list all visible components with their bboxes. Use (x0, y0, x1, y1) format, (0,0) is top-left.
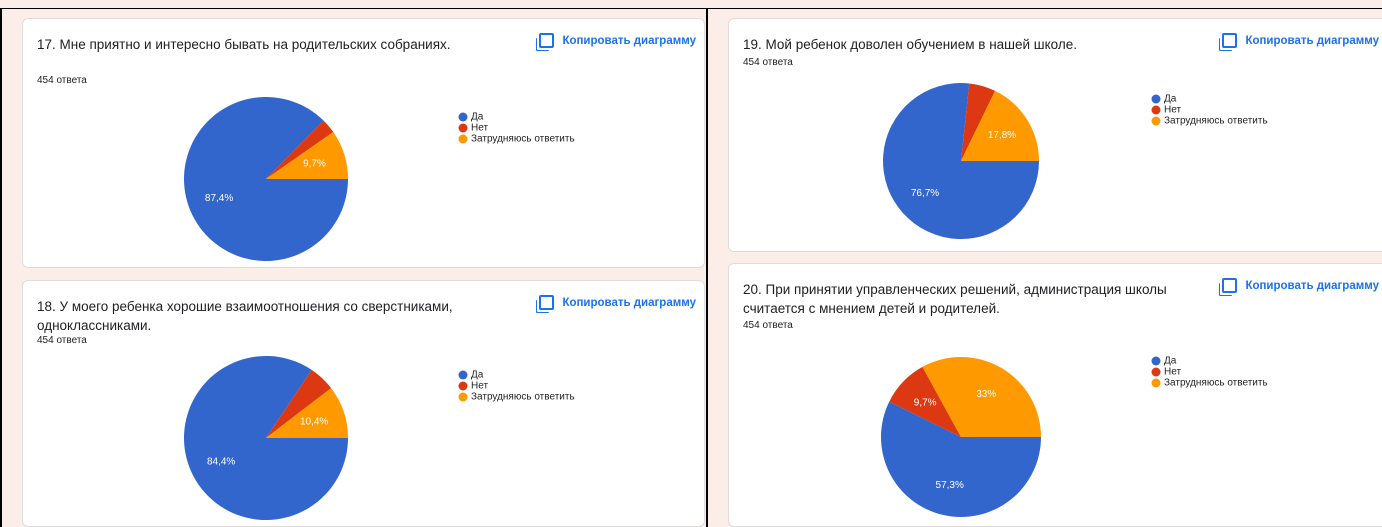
copy-chart-button[interactable]: Копировать диаграмму (1222, 33, 1379, 48)
legend-dot (1151, 105, 1161, 115)
pie-slice (266, 120, 334, 179)
legend-dot (458, 392, 468, 402)
pie-slice (266, 388, 348, 438)
slice-label: 87,4% (205, 193, 233, 204)
card: 20. При принятии управленческих решений,… (728, 263, 1382, 527)
legend-label: Нет (1164, 105, 1181, 116)
legend-label: Да (471, 370, 484, 381)
pie-slice (881, 401, 1041, 517)
copy-icon (1222, 278, 1238, 293)
legend-dot (1151, 116, 1161, 126)
copy-chart-button[interactable]: Копировать диаграмму (539, 295, 696, 310)
question-title: 18. У моего ребенка хорошие взаимоотноше… (37, 299, 453, 333)
legend-label: Затрудняюсь ответить (1164, 378, 1268, 389)
slice-label: 33% (976, 389, 996, 400)
response-count: 454 ответа (37, 75, 87, 86)
legend-dot (458, 370, 468, 380)
slice-label: 9,7% (303, 158, 326, 169)
card: 19. Мой ребенок доволен обучением в наше… (728, 18, 1382, 252)
slice-label: 10,4% (300, 416, 328, 427)
legend-label: Да (471, 112, 484, 123)
slice-label: 17,8% (988, 130, 1016, 141)
slice-label: 76,7% (911, 188, 939, 199)
legend-dot (458, 134, 468, 144)
card: 18. У моего ребенка хорошие взаимоотноше… (22, 280, 705, 527)
pie-slice (266, 369, 332, 438)
legend-label: Затрудняюсь ответить (471, 392, 575, 403)
copy-label: Копировать диаграмму (562, 296, 696, 309)
slice-label: 9,7% (914, 397, 937, 408)
legend-dot (1151, 378, 1161, 388)
response-count: 454 ответа (743, 320, 793, 331)
copy-icon (539, 295, 555, 310)
frame-line (706, 8, 708, 527)
card: 17. Мне приятно и интересно бывать на ро… (22, 18, 705, 268)
copy-icon (539, 33, 555, 48)
pie-slice (922, 357, 1041, 437)
copy-label: Копировать диаграмму (1245, 34, 1379, 47)
legend-label: Нет (471, 381, 488, 392)
response-count: 454 ответа (743, 57, 793, 68)
legend-label: Да (1164, 94, 1177, 105)
legend-dot (1151, 356, 1161, 366)
legend-dot (458, 123, 468, 133)
copy-icon (1222, 33, 1238, 48)
question-title: 20. При принятии управленческих решений,… (743, 282, 1167, 316)
copy-chart-button[interactable]: Копировать диаграмму (539, 33, 696, 48)
pie-slice (961, 90, 1039, 161)
legend-label: Да (1164, 356, 1177, 367)
legend-label: Нет (1164, 367, 1181, 378)
pie-slice (961, 83, 996, 161)
copy-chart-button[interactable]: Копировать диаграмму (1222, 278, 1379, 293)
pie-slice (266, 132, 348, 179)
question-title: 19. Мой ребенок доволен обучением в наше… (743, 37, 1078, 52)
slice-label: 84,4% (207, 457, 235, 468)
question-title: 17. Мне приятно и интересно бывать на ро… (37, 37, 451, 52)
legend-label: Нет (471, 123, 488, 134)
legend-dot (458, 112, 468, 122)
copy-label: Копировать диаграмму (1245, 279, 1379, 292)
copy-label: Копировать диаграмму (562, 34, 696, 47)
legend-dot (1151, 367, 1161, 377)
legend-dot (1151, 94, 1161, 104)
legend-label: Затрудняюсь ответить (471, 134, 575, 145)
legend-dot (458, 381, 468, 391)
slice-label: 57,3% (936, 480, 964, 491)
frame-line (0, 8, 1382, 9)
response-count: 454 ответа (37, 335, 87, 346)
pie-slice (889, 366, 961, 437)
legend-label: Затрудняюсь ответить (1164, 116, 1268, 127)
frame-line (0, 8, 2, 527)
